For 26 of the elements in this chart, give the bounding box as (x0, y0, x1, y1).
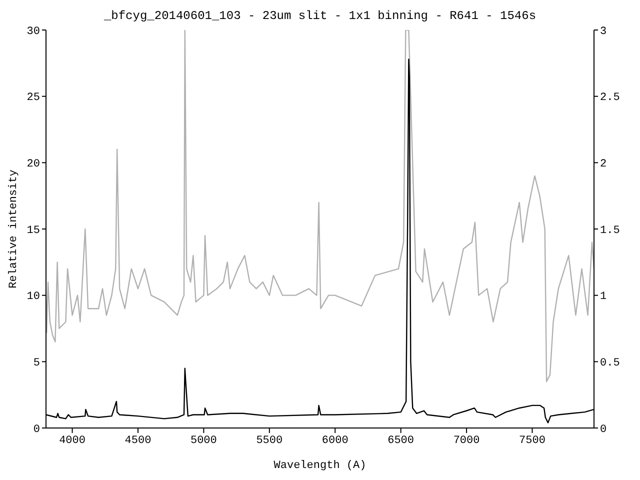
y-tick-label: 15 (26, 224, 40, 237)
y2-tick-label: 2 (600, 158, 607, 171)
y2-tick-label: 0.5 (600, 358, 620, 370)
y-tick-label: 30 (26, 26, 40, 38)
x-tick-label: 6000 (322, 434, 348, 447)
chart-title: _bfcyg_20140601_103 - 23um slit - 1x1 binning - R641 - 1546s (102, 8, 538, 24)
y2-tick-label: 1.5 (600, 224, 620, 237)
y-tick-label: 5 (33, 358, 40, 370)
line-series (46, 30, 594, 382)
y-tick-label: 25 (26, 92, 40, 104)
x-tick-label: 7000 (453, 434, 480, 447)
x-tick-label: 5500 (256, 434, 283, 447)
x-axis-title: Wavelength (A) (274, 460, 366, 472)
y2-tick-label: 1 (600, 291, 607, 304)
y2-tick-label: 2.5 (600, 92, 620, 104)
y2-tick-label: 0 (600, 424, 607, 436)
y-tick-label: 10 (26, 291, 40, 304)
y-axis-title: Relative intensity (8, 169, 20, 288)
y-tick-label: 0 (33, 424, 40, 436)
x-tick-label: 6500 (388, 434, 414, 447)
y-tick-label: 20 (26, 158, 40, 171)
y2-tick-label: 3 (600, 26, 607, 38)
x-tick-label: 7500 (519, 434, 546, 447)
x-tick-label: 4000 (59, 434, 86, 447)
x-tick-label: 5000 (190, 434, 217, 447)
x-tick-label: 4500 (124, 434, 152, 447)
